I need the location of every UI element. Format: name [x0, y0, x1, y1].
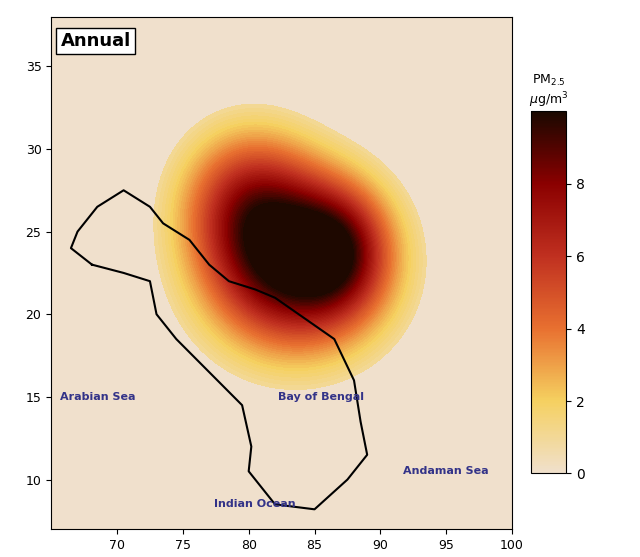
Text: Arabian Sea: Arabian Sea [60, 392, 135, 402]
Title: PM$_{2.5}$
$\mu$g/m$^3$: PM$_{2.5}$ $\mu$g/m$^3$ [529, 72, 568, 110]
Text: Andaman Sea: Andaman Sea [403, 466, 489, 476]
Text: Annual: Annual [60, 32, 131, 50]
Text: Bay of Bengal: Bay of Bengal [278, 392, 364, 402]
Text: Indian Ocean: Indian Ocean [214, 500, 296, 509]
